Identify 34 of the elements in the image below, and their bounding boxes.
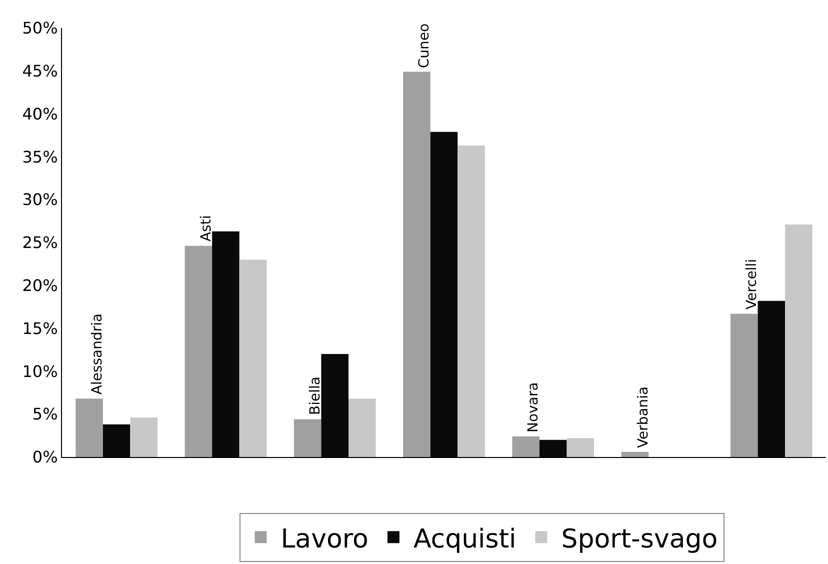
bar xyxy=(239,260,267,457)
bar xyxy=(184,246,212,457)
y-tick-label: 10% xyxy=(22,362,58,381)
y-tick-label: 40% xyxy=(22,104,58,124)
x-tick-label: Vercelli xyxy=(744,259,760,310)
bar xyxy=(76,398,103,457)
x-tick-label: Cuneo xyxy=(416,23,433,68)
x-tick-label: Alessandria xyxy=(89,313,106,395)
y-tick-label: 15% xyxy=(22,318,58,338)
y-tick-label: 20% xyxy=(22,276,58,295)
y-tick-label: 25% xyxy=(22,233,58,252)
x-tick-label: Biella xyxy=(308,376,324,416)
legend-label: Acquisti xyxy=(413,524,516,554)
y-tick-label: 50% xyxy=(22,18,58,38)
bar xyxy=(348,398,376,457)
bar xyxy=(566,438,594,457)
bar xyxy=(294,419,322,457)
legend-label: Lavoro xyxy=(280,524,368,554)
x-tick-label: Novara xyxy=(526,382,542,432)
x-tick-label: Asti xyxy=(198,215,215,242)
bar xyxy=(785,224,812,457)
bar xyxy=(458,146,485,457)
x-tick-label: Verbania xyxy=(635,386,652,448)
bar xyxy=(403,72,430,457)
y-tick-label: 45% xyxy=(22,62,58,80)
y-tick-label: 30% xyxy=(22,190,58,210)
bar xyxy=(512,436,540,457)
y-tick-label: 5% xyxy=(32,404,58,424)
y-tick-label: 0% xyxy=(32,448,58,467)
y-tick-label: 35% xyxy=(22,147,58,166)
bar xyxy=(621,452,649,457)
legend-label: Sport-svago xyxy=(561,524,718,554)
bar xyxy=(130,418,158,457)
bar xyxy=(730,314,758,457)
